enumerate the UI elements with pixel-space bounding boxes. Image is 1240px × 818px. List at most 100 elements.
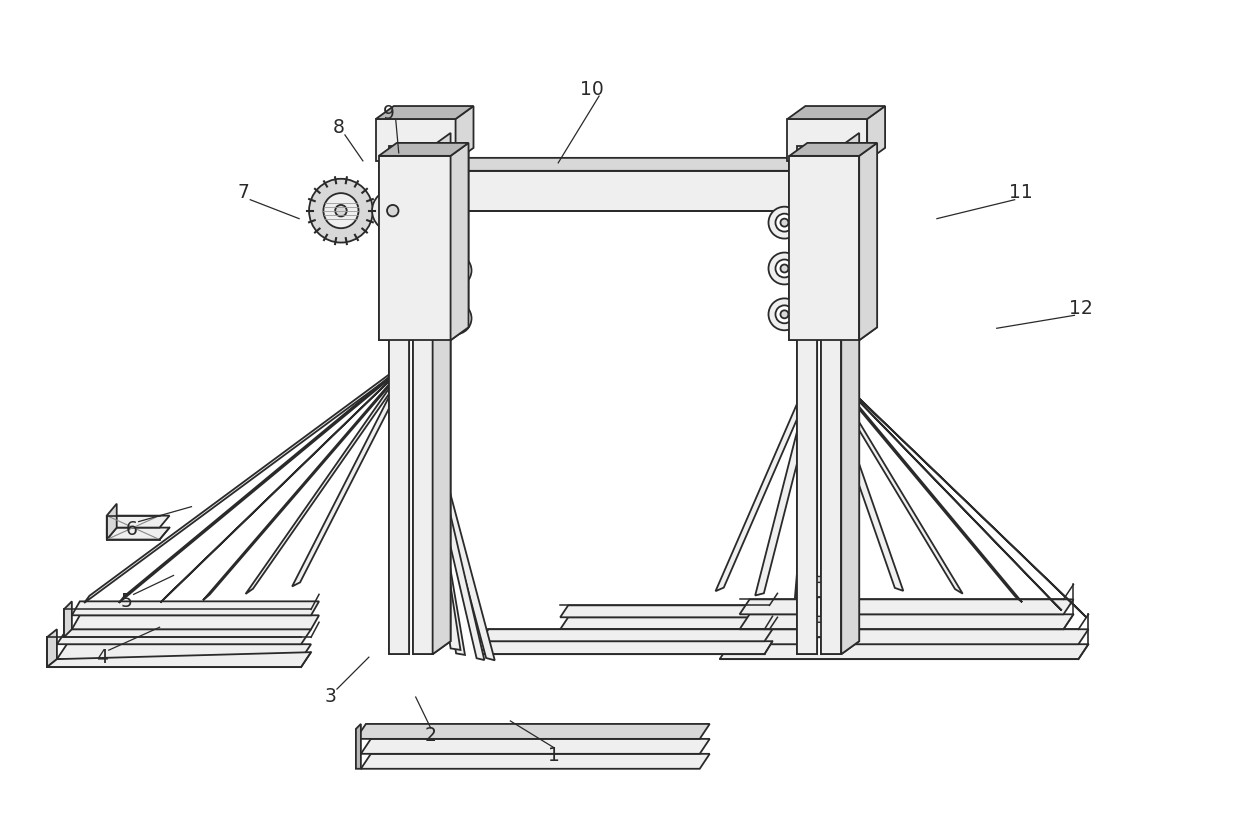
Circle shape <box>451 267 460 275</box>
Polygon shape <box>755 359 823 596</box>
Polygon shape <box>379 143 469 156</box>
Polygon shape <box>356 724 361 769</box>
Polygon shape <box>389 146 409 654</box>
Polygon shape <box>409 146 413 654</box>
Text: 11: 11 <box>1009 183 1033 202</box>
Circle shape <box>446 262 465 280</box>
Circle shape <box>446 309 465 327</box>
Polygon shape <box>107 515 170 528</box>
Circle shape <box>324 193 358 228</box>
Polygon shape <box>407 359 495 660</box>
Polygon shape <box>815 359 903 591</box>
Text: 8: 8 <box>334 119 345 137</box>
Circle shape <box>372 190 413 231</box>
Circle shape <box>780 310 789 318</box>
Polygon shape <box>450 171 859 211</box>
Polygon shape <box>160 357 414 603</box>
Polygon shape <box>389 146 409 654</box>
Polygon shape <box>405 359 460 650</box>
Text: 1: 1 <box>548 746 560 766</box>
Polygon shape <box>797 146 817 654</box>
Circle shape <box>769 299 800 330</box>
Polygon shape <box>816 357 962 594</box>
Text: 2: 2 <box>425 726 436 745</box>
Polygon shape <box>790 156 859 340</box>
Circle shape <box>309 179 373 243</box>
Polygon shape <box>246 357 414 594</box>
Circle shape <box>780 218 789 227</box>
Circle shape <box>775 305 794 323</box>
Polygon shape <box>450 143 469 340</box>
Polygon shape <box>790 156 859 340</box>
Polygon shape <box>841 133 859 654</box>
Polygon shape <box>413 146 433 654</box>
Polygon shape <box>560 605 777 618</box>
Polygon shape <box>72 601 319 615</box>
Polygon shape <box>413 146 433 654</box>
Polygon shape <box>293 358 414 587</box>
Polygon shape <box>379 143 469 156</box>
Polygon shape <box>821 146 841 654</box>
Polygon shape <box>859 143 877 340</box>
Polygon shape <box>379 156 450 340</box>
Polygon shape <box>72 615 319 629</box>
Text: 12: 12 <box>1069 299 1092 318</box>
Polygon shape <box>107 504 117 540</box>
Polygon shape <box>859 143 877 340</box>
Polygon shape <box>787 106 885 119</box>
Text: 9: 9 <box>383 104 394 123</box>
Polygon shape <box>361 739 709 754</box>
Polygon shape <box>107 528 170 540</box>
Polygon shape <box>413 579 429 597</box>
Ellipse shape <box>811 577 827 582</box>
Polygon shape <box>47 652 311 667</box>
Polygon shape <box>203 357 414 600</box>
Polygon shape <box>413 619 429 637</box>
Polygon shape <box>480 629 773 641</box>
Text: 10: 10 <box>580 79 604 99</box>
Ellipse shape <box>413 616 429 622</box>
Polygon shape <box>47 629 57 667</box>
Polygon shape <box>356 724 709 739</box>
Polygon shape <box>84 357 413 603</box>
Circle shape <box>387 205 398 217</box>
Polygon shape <box>433 133 450 654</box>
Polygon shape <box>816 357 1086 618</box>
Polygon shape <box>376 119 455 161</box>
Ellipse shape <box>413 577 429 582</box>
Text: 5: 5 <box>120 592 133 611</box>
Polygon shape <box>821 146 841 654</box>
Polygon shape <box>816 357 1022 602</box>
Polygon shape <box>841 133 859 654</box>
Circle shape <box>440 303 471 335</box>
Polygon shape <box>407 359 465 655</box>
Polygon shape <box>787 119 867 161</box>
Polygon shape <box>560 618 777 629</box>
Polygon shape <box>376 106 474 119</box>
Polygon shape <box>790 143 877 156</box>
Circle shape <box>780 264 789 272</box>
Polygon shape <box>119 357 414 603</box>
Polygon shape <box>867 106 885 161</box>
Polygon shape <box>407 359 485 660</box>
Text: 4: 4 <box>95 648 108 667</box>
Polygon shape <box>811 619 827 637</box>
Circle shape <box>775 259 794 277</box>
Circle shape <box>440 254 471 286</box>
Polygon shape <box>57 645 311 659</box>
Polygon shape <box>379 156 450 340</box>
Polygon shape <box>739 600 1074 614</box>
Polygon shape <box>817 146 821 654</box>
Polygon shape <box>450 143 469 340</box>
Text: 3: 3 <box>325 686 337 705</box>
Ellipse shape <box>811 616 827 622</box>
Text: 6: 6 <box>125 520 138 539</box>
Polygon shape <box>797 146 817 654</box>
Polygon shape <box>450 158 877 171</box>
Polygon shape <box>361 754 709 769</box>
Polygon shape <box>64 601 72 637</box>
Polygon shape <box>811 579 827 597</box>
Circle shape <box>769 253 800 285</box>
Polygon shape <box>480 641 773 654</box>
Polygon shape <box>719 645 1089 659</box>
